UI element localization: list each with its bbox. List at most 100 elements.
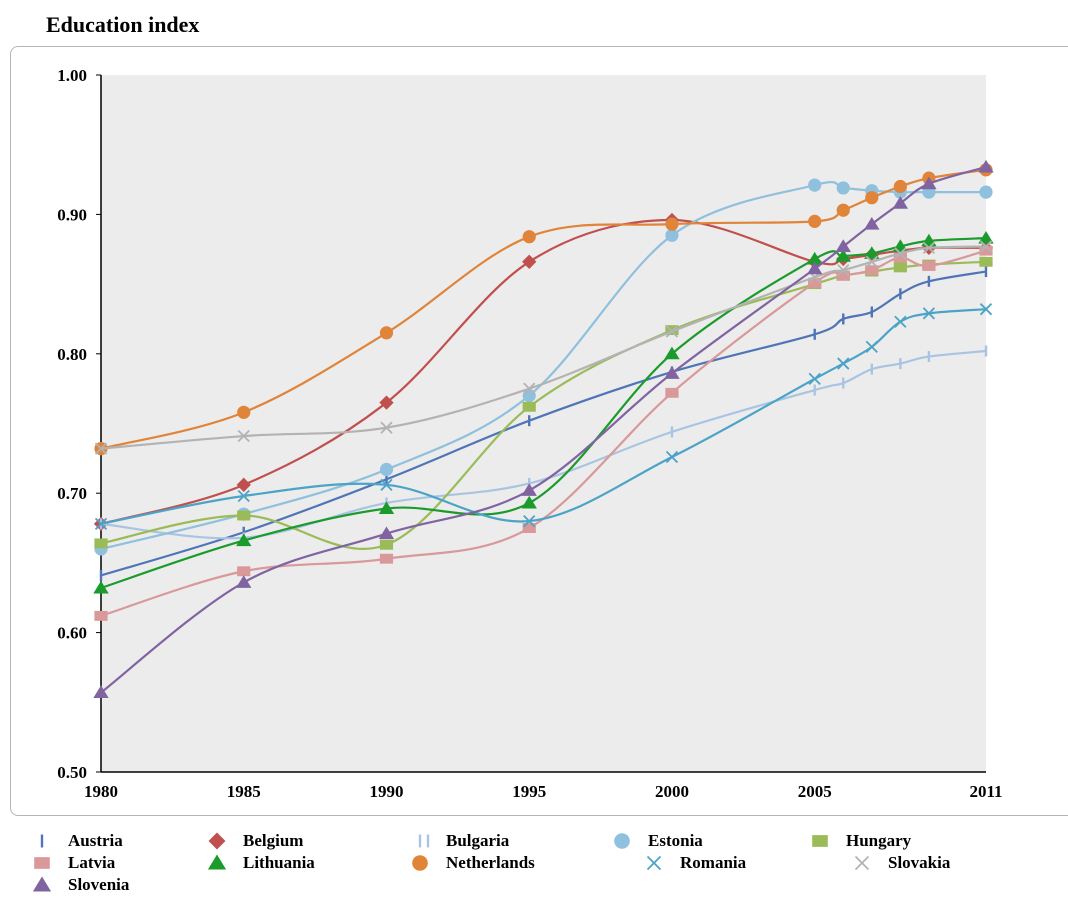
legend-marker xyxy=(208,832,226,850)
data-point xyxy=(864,246,880,259)
data-point xyxy=(865,340,878,353)
data-point xyxy=(893,262,907,273)
data-point xyxy=(978,159,994,173)
data-point xyxy=(899,358,902,370)
data-point xyxy=(670,426,674,438)
data-point xyxy=(522,230,536,244)
data-point xyxy=(979,185,993,199)
data-point xyxy=(521,483,537,496)
data-point xyxy=(664,346,680,360)
data-point xyxy=(379,553,394,564)
data-point xyxy=(385,473,388,485)
data-point xyxy=(842,313,845,325)
data-point xyxy=(979,240,993,253)
x-tick-label: 2005 xyxy=(798,782,832,801)
data-point xyxy=(380,478,393,491)
x-tick-label: 1985 xyxy=(227,782,261,801)
data-point xyxy=(664,366,680,379)
data-point xyxy=(237,405,251,419)
data-point xyxy=(870,306,874,318)
data-point xyxy=(236,477,251,492)
data-point xyxy=(921,176,937,190)
data-point xyxy=(378,526,395,540)
legend-swatch xyxy=(854,855,870,871)
data-point xyxy=(242,526,245,538)
data-point xyxy=(665,325,679,338)
legend-label: Belgium xyxy=(243,831,304,850)
legend: Austria Belgium Bulgaria Estonia Hungary Latv… xyxy=(30,830,1050,896)
data-point xyxy=(522,401,536,412)
tick-labels: 0.50 0.60 0.70 0.80 0.90 1.00 1980 1985 1990 1995… xyxy=(57,66,1002,801)
data-point xyxy=(922,241,936,254)
legend-label: Romania xyxy=(680,853,747,872)
data-point xyxy=(808,277,822,288)
data-point xyxy=(813,384,816,396)
data-point xyxy=(236,533,252,547)
data-point xyxy=(665,228,679,242)
data-point xyxy=(870,363,874,375)
data-point xyxy=(813,328,816,340)
data-point xyxy=(528,415,531,427)
data-point xyxy=(93,685,109,699)
series-latvia xyxy=(94,245,993,621)
data-point xyxy=(237,510,251,521)
legend-marker xyxy=(614,833,630,849)
series-layer xyxy=(93,159,994,699)
data-point xyxy=(978,230,994,244)
legend-marker xyxy=(854,855,870,871)
data-point xyxy=(892,196,909,209)
y-tick-label: 0.70 xyxy=(57,484,87,503)
legend-marker xyxy=(412,855,428,871)
legend-marker xyxy=(207,854,227,870)
y-tick-label: 0.50 xyxy=(57,763,87,782)
data-point xyxy=(807,251,823,265)
data-point xyxy=(984,345,988,357)
legend-label: Netherlands xyxy=(446,853,535,872)
legend-label: Lithuania xyxy=(243,853,315,872)
series-slovenia xyxy=(93,159,994,699)
data-point xyxy=(835,249,851,262)
legend-swatch xyxy=(208,832,226,850)
data-point xyxy=(836,181,850,195)
legend-swatch xyxy=(614,833,630,849)
plot-area xyxy=(101,75,986,772)
data-point xyxy=(378,501,395,515)
y-tick-label: 0.80 xyxy=(57,345,87,364)
data-point xyxy=(865,255,878,268)
legend-label: Bulgaria xyxy=(446,831,510,850)
data-point xyxy=(893,179,907,194)
x-tick-label: 2011 xyxy=(969,782,1002,801)
data-point xyxy=(842,377,845,389)
data-point xyxy=(237,489,250,503)
legend-label: Estonia xyxy=(648,831,703,850)
legend-marker xyxy=(40,834,44,848)
data-point xyxy=(237,429,250,443)
legend-swatch xyxy=(418,834,430,848)
data-point xyxy=(807,261,823,275)
data-point xyxy=(922,261,936,271)
legend-marker xyxy=(812,835,828,847)
data-point xyxy=(836,203,850,217)
data-point xyxy=(808,214,822,228)
data-point xyxy=(665,387,679,398)
legend-swatch xyxy=(34,857,50,869)
chart-frame: 0.50 0.60 0.70 0.80 0.90 1.00 1980 1985 1990 1995… xyxy=(10,46,1068,816)
data-point xyxy=(836,270,850,281)
data-point xyxy=(979,303,993,316)
legend-label: Latvia xyxy=(68,853,116,872)
data-point xyxy=(665,325,679,336)
data-point xyxy=(523,514,536,528)
legend-label: Slovenia xyxy=(68,875,130,894)
data-point xyxy=(865,265,879,276)
legend-marker xyxy=(426,834,430,848)
data-point xyxy=(979,256,993,267)
legend-label: Austria xyxy=(68,831,123,850)
data-point xyxy=(99,569,103,581)
data-point xyxy=(835,239,851,252)
data-point xyxy=(893,252,907,263)
data-point xyxy=(864,217,880,230)
x-tick-label: 2000 xyxy=(655,782,689,801)
y-tick-label: 0.90 xyxy=(57,205,87,224)
series-austria xyxy=(99,266,988,581)
data-point xyxy=(379,539,394,550)
